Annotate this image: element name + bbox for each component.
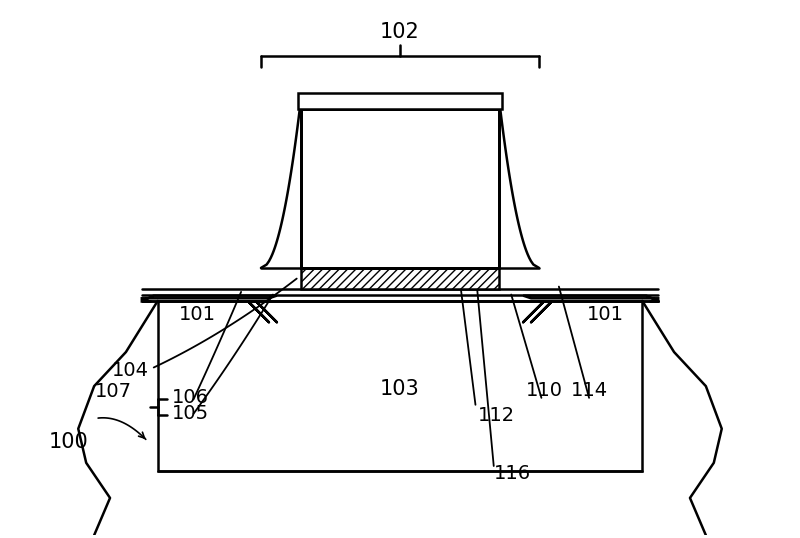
Text: 114: 114 bbox=[570, 381, 608, 400]
Text: 100: 100 bbox=[49, 432, 89, 452]
Text: 105: 105 bbox=[172, 405, 209, 423]
Text: 101: 101 bbox=[586, 305, 623, 324]
Polygon shape bbox=[142, 295, 277, 301]
Text: 101: 101 bbox=[179, 305, 216, 324]
Text: 110: 110 bbox=[526, 381, 563, 400]
Text: 116: 116 bbox=[494, 464, 531, 484]
Bar bbox=[301, 109, 499, 268]
Text: 107: 107 bbox=[94, 382, 131, 401]
Text: 102: 102 bbox=[380, 22, 420, 42]
Bar bbox=[298, 93, 502, 109]
Bar bbox=[301, 268, 499, 289]
Text: 103: 103 bbox=[380, 379, 420, 399]
Text: 106: 106 bbox=[172, 388, 209, 407]
Text: 104: 104 bbox=[111, 360, 148, 380]
Polygon shape bbox=[523, 295, 658, 301]
Text: 112: 112 bbox=[478, 406, 515, 425]
Bar bbox=[158, 301, 642, 471]
